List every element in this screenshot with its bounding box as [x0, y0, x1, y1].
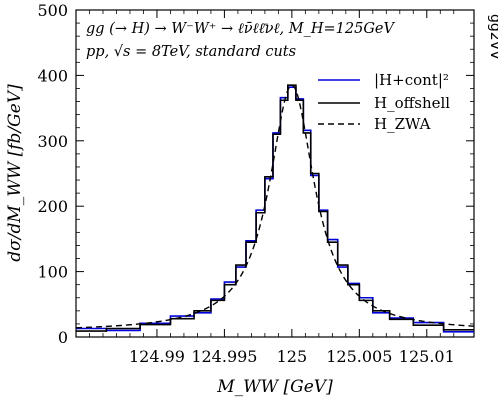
- x-tick-label: 124.995: [191, 347, 257, 366]
- annotation-process: gg (→ H) → W⁻W⁺ → ℓν̄ℓℓ̄νℓ, M_H=125GeV: [86, 21, 395, 37]
- x-tick-label: 124.99: [129, 347, 185, 366]
- legend-label-h-zwa: H_ZWA: [374, 115, 431, 133]
- plot-frame: [75, 9, 475, 338]
- series-layer: [75, 84, 475, 333]
- y-tick-label: 200: [37, 197, 68, 216]
- x-tick-label: 125: [277, 347, 308, 366]
- corner-label: gg2VV: [487, 14, 498, 60]
- axis-ticks: [76, 9, 474, 338]
- series-h-offshell: [76, 84, 474, 332]
- legend-label-h-offshell: H_offshell: [374, 94, 450, 112]
- x-axis-title: M_WW [GeV]: [216, 377, 333, 397]
- y-axis-title: dσ/dM_WW [fb/GeV]: [5, 84, 25, 262]
- y-tick-label: 0: [58, 328, 68, 347]
- tick-labels: 124.99 124.995 125 125.005 125.01 0 100 200 300 4…: [37, 1, 454, 366]
- x-tick-label: 125.01: [399, 347, 455, 366]
- y-tick-label: 300: [37, 132, 68, 151]
- y-tick-label: 500: [37, 1, 68, 20]
- y-tick-label: 400: [37, 66, 68, 85]
- legend: |H+cont|² H_offshell H_ZWA: [318, 71, 450, 133]
- annotation-setup: pp, √s = 8TeV, standard cuts: [86, 44, 296, 60]
- y-tick-label: 100: [37, 263, 68, 282]
- legend-label-h-cont: |H+cont|²: [374, 71, 449, 89]
- x-tick-label: 125.005: [326, 347, 392, 366]
